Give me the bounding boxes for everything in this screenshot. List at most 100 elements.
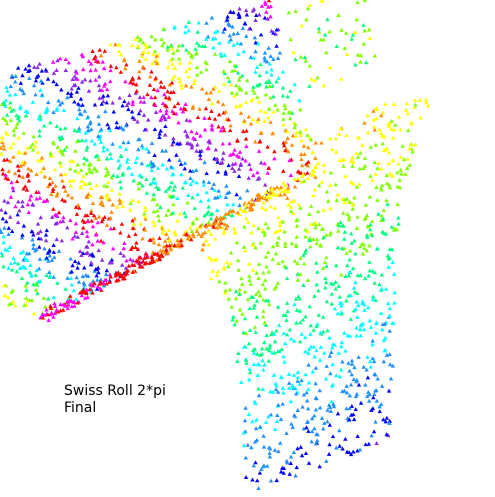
scatter-point	[329, 301, 334, 306]
scatter-point	[254, 65, 260, 70]
scatter-point	[286, 380, 292, 385]
scatter-point	[261, 308, 266, 313]
scatter-point	[215, 28, 220, 33]
scatter-point	[65, 275, 70, 280]
scatter-point	[97, 281, 102, 286]
scatter-point	[268, 478, 274, 483]
scatter-point	[331, 401, 336, 406]
scatter-point	[244, 360, 249, 365]
scatter-point	[77, 205, 82, 210]
scatter-point	[248, 207, 253, 212]
scatter-point	[65, 95, 70, 100]
scatter-point	[342, 46, 347, 51]
scatter-point	[260, 358, 265, 363]
scatter-point	[303, 349, 308, 354]
scatter-point	[353, 251, 358, 256]
scatter-point	[209, 186, 215, 191]
scatter-point	[220, 225, 225, 230]
scatter-point	[418, 115, 423, 120]
scatter-point	[314, 241, 319, 246]
scatter-point	[293, 133, 299, 138]
scatter-point	[161, 40, 167, 45]
scatter-point	[325, 198, 331, 203]
scatter-point	[268, 119, 273, 124]
scatter-point	[236, 166, 242, 171]
scatter-point	[344, 52, 350, 57]
scatter-point	[373, 330, 379, 335]
scatter-point	[102, 214, 107, 219]
scatter-point	[225, 17, 230, 22]
scatter-point	[223, 171, 228, 176]
scatter-point	[255, 478, 260, 483]
scatter-point	[281, 331, 286, 336]
scatter-point	[240, 156, 245, 161]
scatter-point	[25, 298, 30, 303]
scatter-point	[279, 188, 285, 193]
scatter-point	[161, 244, 167, 249]
scatter-point	[229, 304, 234, 309]
scatter-point	[104, 87, 110, 92]
scatter-point	[272, 350, 277, 355]
scatter-point	[243, 203, 248, 207]
scatter-point	[222, 222, 228, 227]
scatter-point	[289, 241, 295, 246]
scatter-point	[50, 180, 55, 185]
scatter-point	[188, 176, 193, 181]
scatter-point	[335, 411, 341, 416]
scatter-point	[269, 72, 274, 77]
scatter-point	[241, 344, 247, 349]
scatter-point	[283, 313, 288, 318]
scatter-point	[352, 365, 357, 370]
scatter-point	[63, 171, 68, 176]
scatter-point	[339, 367, 344, 372]
scatter-point	[130, 99, 136, 104]
scatter-point	[65, 192, 71, 197]
scatter-point	[298, 132, 304, 137]
scatter-point	[18, 250, 24, 255]
scatter-point	[262, 182, 268, 187]
scatter-point	[425, 103, 431, 108]
scatter-point	[223, 288, 228, 293]
scatter-point	[65, 306, 70, 311]
scatter-point	[240, 25, 246, 30]
scatter-point	[88, 282, 94, 287]
scatter-point	[317, 357, 323, 362]
scatter-point	[70, 263, 75, 268]
scatter-point	[25, 258, 30, 262]
scatter-point	[281, 390, 286, 395]
scatter-point	[90, 224, 96, 229]
scatter-point	[194, 65, 200, 70]
scatter-point	[390, 158, 396, 163]
scatter-point	[383, 102, 388, 107]
scatter-point	[217, 193, 223, 198]
scatter-point	[256, 485, 261, 490]
scatter-point	[304, 425, 309, 430]
scatter-point	[248, 281, 253, 286]
scatter-point	[318, 243, 324, 248]
scatter-point	[260, 464, 266, 469]
scatter-point	[211, 45, 216, 50]
scatter-point	[36, 158, 41, 163]
scatter-point	[30, 99, 36, 104]
scatter-point	[124, 103, 130, 108]
scatter-point	[78, 96, 84, 101]
scatter-point	[349, 231, 354, 236]
scatter-point	[204, 224, 209, 229]
scatter-point	[249, 197, 255, 202]
scatter-point	[17, 86, 23, 91]
scatter-point	[198, 152, 203, 157]
scatter-point	[278, 440, 283, 445]
scatter-point	[274, 43, 279, 48]
scatter-point	[384, 415, 390, 420]
scatter-point	[2, 292, 7, 297]
scatter-point	[252, 324, 258, 329]
scatter-point	[368, 222, 373, 227]
scatter-point	[255, 119, 260, 124]
scatter-point	[108, 274, 113, 279]
scatter-point	[312, 293, 317, 298]
scatter-point	[74, 139, 80, 144]
scatter-point	[232, 230, 237, 235]
scatter-point	[380, 110, 386, 115]
scatter-point	[357, 182, 362, 187]
scatter-point	[37, 195, 43, 200]
